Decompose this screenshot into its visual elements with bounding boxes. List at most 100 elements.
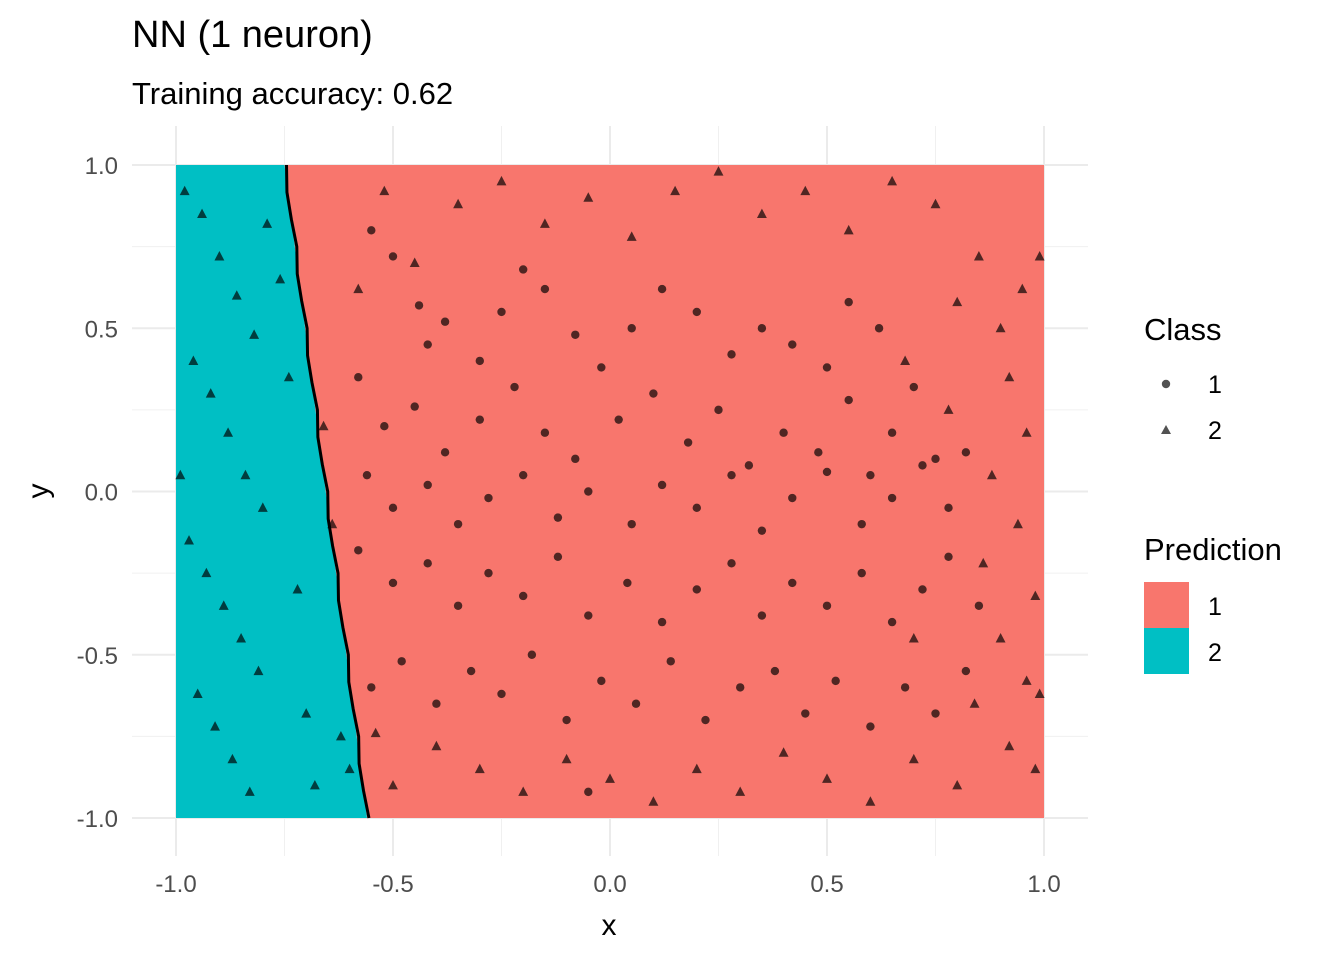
legend-label-prediction-2: 2 (1208, 639, 1222, 667)
x-tick-label: 1.0 (1027, 871, 1060, 898)
point-class-1 (540, 428, 550, 437)
x-tick-label: -1.0 (155, 871, 196, 898)
point-class-2 (539, 218, 550, 228)
point-class-1 (367, 226, 376, 235)
point-class-2 (1013, 518, 1023, 529)
point-class-1 (744, 461, 754, 470)
point-class-1 (757, 324, 767, 333)
point-class-2 (409, 257, 420, 267)
point-class-2 (223, 427, 234, 437)
point-class-1 (519, 265, 528, 274)
point-class-2 (353, 283, 364, 294)
point-class-2 (301, 708, 312, 718)
point-class-2 (388, 779, 398, 790)
point-class-1 (788, 493, 797, 503)
point-class-1 (623, 578, 632, 588)
point-class-1 (844, 395, 853, 405)
point-class-1 (519, 470, 528, 480)
legend-label-prediction-1: 1 (1208, 593, 1222, 621)
point-class-2 (626, 231, 637, 241)
point-class-1 (453, 601, 463, 610)
point-class-2 (218, 600, 229, 610)
x-tick-label: 0.0 (593, 871, 626, 898)
point-class-1 (484, 493, 493, 503)
point-class-2 (995, 633, 1006, 643)
point-class-2 (943, 404, 954, 414)
point-class-1 (887, 617, 897, 627)
point-class-2 (952, 779, 963, 790)
point-class-2 (778, 747, 789, 757)
point-class-1 (410, 402, 419, 411)
point-class-2 (283, 371, 294, 382)
point-class-1 (571, 330, 580, 339)
point-class-1 (584, 611, 593, 620)
point-class-2 (249, 329, 260, 339)
point-class-2 (244, 786, 255, 796)
y-tick-label: 0.0 (85, 480, 118, 507)
point-class-2 (1030, 763, 1041, 774)
legend-title-prediction: Prediction (1144, 532, 1282, 567)
point-class-2 (1004, 371, 1015, 382)
point-class-1 (727, 350, 736, 359)
point-class-1 (918, 585, 927, 594)
point-class-1 (757, 526, 767, 535)
legend-key-circle-icon (1161, 379, 1171, 389)
decision-boundary-line (285, 164, 371, 819)
point-class-1 (714, 405, 723, 415)
point-class-1 (692, 307, 701, 317)
point-class-1 (423, 340, 432, 349)
point-class-1 (597, 363, 606, 372)
point-class-2 (201, 567, 212, 578)
point-class-1 (788, 340, 797, 349)
point-class-1 (388, 578, 398, 588)
point-class-1 (540, 284, 550, 294)
point-class-2 (969, 698, 980, 708)
point-class-1 (367, 683, 376, 692)
point-class-1 (757, 611, 767, 620)
point-class-2 (1030, 590, 1041, 601)
y-tick-label: -0.5 (77, 643, 118, 670)
point-class-2 (1021, 427, 1032, 437)
point-class-2 (309, 779, 320, 790)
point-class-2 (253, 665, 264, 676)
point-class-2 (978, 557, 989, 568)
point-class-1 (814, 448, 823, 457)
point-class-2 (822, 773, 832, 783)
point-class-1 (770, 666, 780, 676)
prediction-region-1 (284, 165, 1044, 818)
point-class-1 (736, 683, 745, 692)
point-class-1 (931, 709, 940, 718)
point-class-1 (692, 503, 701, 513)
point-class-1 (510, 382, 519, 392)
prediction-regions (176, 165, 1044, 818)
point-class-2 (210, 721, 221, 731)
point-class-1 (822, 363, 832, 372)
point-class-1 (475, 415, 484, 424)
point-class-1 (354, 546, 363, 555)
point-class-1 (649, 389, 658, 398)
legend: Class 1 2 Prediction 1 2 (1144, 312, 1282, 674)
point-class-1 (788, 578, 797, 588)
point-class-2 (670, 185, 681, 196)
point-class-1 (866, 722, 875, 731)
point-class-1 (553, 552, 563, 561)
point-class-2 (379, 185, 390, 196)
point-class-1 (466, 666, 476, 676)
point-class-1 (553, 513, 563, 522)
point-class-1 (666, 657, 675, 666)
point-class-1 (944, 552, 953, 561)
point-class-1 (571, 454, 580, 464)
chart-title: NN (1 neuron) (132, 14, 373, 56)
point-class-1 (683, 438, 693, 447)
point-class-2 (986, 469, 997, 480)
prediction-region-2 (176, 165, 367, 818)
point-class-2 (583, 192, 594, 202)
data-points (175, 166, 1045, 806)
point-class-2 (262, 218, 273, 228)
point-class-2 (188, 355, 199, 365)
point-class-1 (909, 382, 918, 392)
point-class-1 (423, 559, 432, 568)
point-class-2 (1017, 283, 1028, 294)
point-class-2 (197, 208, 207, 219)
